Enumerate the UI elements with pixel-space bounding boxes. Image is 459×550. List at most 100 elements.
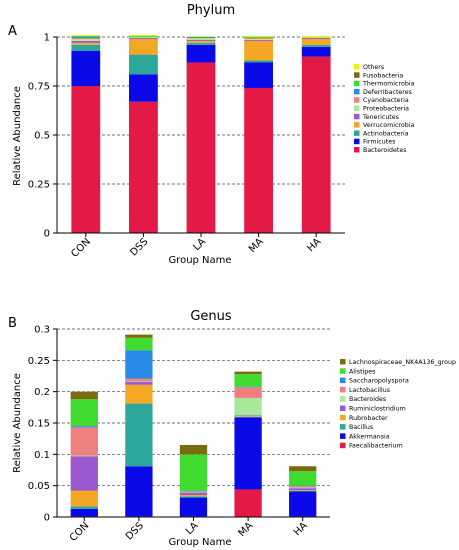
bar-phylum-ma-actinobacteria — [244, 60, 273, 63]
bar-phylum-con-actinobacteria — [71, 44, 101, 51]
bar-genus-dss-akkermansia — [125, 466, 153, 517]
legend-swatch-genus-bacteroides — [340, 396, 346, 402]
x-tick-label-phylum-con: CON — [69, 236, 93, 260]
x-tick-label-phylum-dss: DSS — [128, 236, 150, 258]
bar-genus-ma-bacteroides — [234, 397, 262, 416]
bar-genus-dss-lactobacillus — [125, 378, 153, 382]
bar-genus-ha-ruminiclostridium — [289, 488, 317, 491]
bar-genus-la-akkermansia — [179, 497, 208, 517]
y-tick-label-genus-6: 0.3 — [34, 325, 50, 336]
legend-label-genus-akkermansia: Akkermansia — [349, 433, 390, 440]
legend-label-genus-bacillus: Bacillus — [349, 424, 373, 431]
bar-genus-con-lachnospiraceae-nk4a136-group — [70, 391, 98, 400]
x-tick-label-genus-ma: MA — [237, 520, 256, 539]
bar-phylum-dss-actinobacteria — [129, 54, 158, 75]
bar-genus-la-rubrobacter — [179, 495, 208, 497]
bar-genus-ha-saccharopolyspora — [289, 485, 317, 487]
y-tick-label-genus-3: 0.15 — [28, 419, 50, 430]
legend-label-genus-faecalibacterium: Faecalibacterium — [349, 443, 403, 450]
bar-genus-ma-lachnospiraceae-nk4a136-group — [234, 371, 262, 375]
bar-genus-la-alistipes — [179, 454, 208, 491]
legend-swatch-phylum-cyanobacteria — [354, 97, 360, 103]
bars-phylum — [71, 35, 331, 234]
y-ticks-phylum: 0 0.25 0.5 0.75 1 — [28, 33, 57, 240]
legend-label-phylum-others: Others — [363, 64, 384, 71]
bar-phylum-con-deferribacteres — [71, 37, 101, 38]
bar-genus-ha-lachnospiraceae-nk4a136-group — [289, 466, 317, 472]
legend-swatch-phylum-bacteroidetes — [354, 147, 360, 153]
legend-label-genus-lactobacillus: Lactobacillus — [349, 387, 390, 394]
legend-label-genus-lachnospiraceae-nk4a136-group: Lachnospiraceae_NK4A136_group — [349, 359, 456, 366]
legend-swatch-genus-lachnospiraceae-nk4a136-group — [340, 359, 346, 365]
bar-phylum-la-bacteroidetes — [186, 62, 216, 234]
legend-swatch-genus-saccharopolyspora — [340, 377, 346, 384]
legend-swatch-phylum-fusobacteria — [354, 72, 360, 78]
y-tick-label-genus-2: 0.1 — [34, 450, 50, 461]
bar-phylum-la-actinobacteria — [186, 42, 216, 45]
bar-genus-dss-saccharopolyspora — [125, 350, 153, 379]
x-tick-label-genus-ha: HA — [292, 520, 310, 538]
y-tick-label-phylum-2: 0.5 — [34, 131, 50, 142]
chart-title-phylum: Phylum — [187, 3, 235, 18]
legend-label-genus-bacteroides: Bacteroides — [349, 396, 386, 403]
legend-genus: Lachnospiraceae_NK4A136_group Alistipes Sa… — [340, 359, 456, 450]
bar-genus-la-lachnospiraceae-nk4a136-group — [179, 444, 208, 455]
y-axis-label-phylum: Relative Abundance — [12, 86, 23, 186]
legend-label-phylum-verrucomicrobia: Verrucomicrobia — [363, 122, 414, 129]
legend-swatch-genus-ruminiclostridium — [340, 405, 346, 411]
bar-genus-con-alistipes — [70, 399, 98, 427]
bar-genus-con-ruminiclostridium — [70, 456, 98, 491]
bar-genus-con-lactobacillus — [70, 427, 98, 456]
legend-label-phylum-actinobacteria: Actinobacteria — [363, 130, 409, 137]
bar-phylum-dss-thermomicrobia — [129, 36, 158, 37]
bar-genus-dss-bacteroides — [125, 381, 153, 382]
bar-phylum-dss-bacteroidetes — [129, 101, 158, 234]
y-tick-label-genus-4: 0.2 — [34, 387, 50, 398]
bar-genus-ma-lactobacillus — [234, 387, 262, 398]
bar-genus-ma-akkermansia — [234, 417, 262, 490]
bar-phylum-con-firmicutes — [71, 50, 101, 86]
bar-phylum-con-thermomicrobia — [71, 36, 101, 37]
legend-label-phylum-proteobacteria: Proteobacteria — [363, 106, 409, 113]
bar-phylum-con-proteobacteria — [71, 38, 101, 41]
bar-genus-ma-bacillus — [234, 416, 262, 418]
y-tick-label-phylum-0: 0 — [44, 229, 50, 240]
legend-label-phylum-bacteroidetes: Bacteroidetes — [363, 147, 407, 154]
y-tick-label-phylum-1: 0.25 — [28, 180, 50, 191]
y-tick-label-genus-5: 0.25 — [28, 356, 50, 367]
bar-phylum-ma-others — [244, 36, 273, 37]
bar-genus-ha-bacillus — [289, 490, 317, 492]
bar-phylum-ma-firmicutes — [244, 62, 273, 88]
bar-genus-la-lactobacillus — [179, 491, 208, 492]
legend-swatch-phylum-others — [354, 64, 360, 70]
bar-phylum-con-bacteroidetes — [71, 86, 101, 233]
phylum-chart: A Phylum Relative Abundance Group Name 0… — [8, 3, 415, 266]
legend-label-phylum-thermomicrobia: Thermomicrobia — [362, 81, 415, 88]
legend-swatch-phylum-actinobacteria — [354, 130, 360, 136]
bar-genus-con-akkermansia — [70, 508, 98, 517]
legend-label-phylum-fusobacteria: Fusobacteria — [363, 72, 403, 79]
bar-genus-ha-alistipes — [289, 471, 317, 486]
y-tick-label-phylum-4: 1 — [44, 33, 50, 44]
x-tick-label-phylum-ma: MA — [247, 236, 266, 255]
bar-phylum-ma-proteobacteria — [244, 38, 273, 40]
legend-label-genus-rubrobacter: Rubrobacter — [349, 415, 388, 422]
bar-phylum-ha-firmicutes — [301, 46, 331, 57]
bar-phylum-dss-verrucomicrobia — [129, 38, 158, 55]
bar-phylum-ma-tenericutes — [244, 39, 273, 41]
bar-genus-ma-saccharopolyspora — [234, 386, 262, 388]
bar-phylum-la-firmicutes — [186, 44, 216, 63]
genus-chart: B Genus Relative Abundance Group Name 00… — [8, 309, 456, 548]
legend-swatch-genus-lactobacillus — [340, 386, 346, 393]
bar-genus-con-saccharopolyspora — [70, 426, 98, 428]
legend-swatch-phylum-tenericutes — [354, 113, 360, 120]
bar-genus-dss-rubrobacter — [125, 384, 153, 404]
legend-swatch-phylum-deferribacteres — [354, 88, 360, 95]
bar-phylum-con-verrucomicrobia — [71, 42, 101, 45]
bar-genus-ma-rubrobacter — [234, 416, 262, 417]
legend-label-genus-ruminiclostridium: Ruminiclostridium — [349, 406, 406, 413]
legend-swatch-phylum-firmicutes — [354, 138, 360, 145]
bar-genus-con-bacillus — [70, 506, 98, 509]
